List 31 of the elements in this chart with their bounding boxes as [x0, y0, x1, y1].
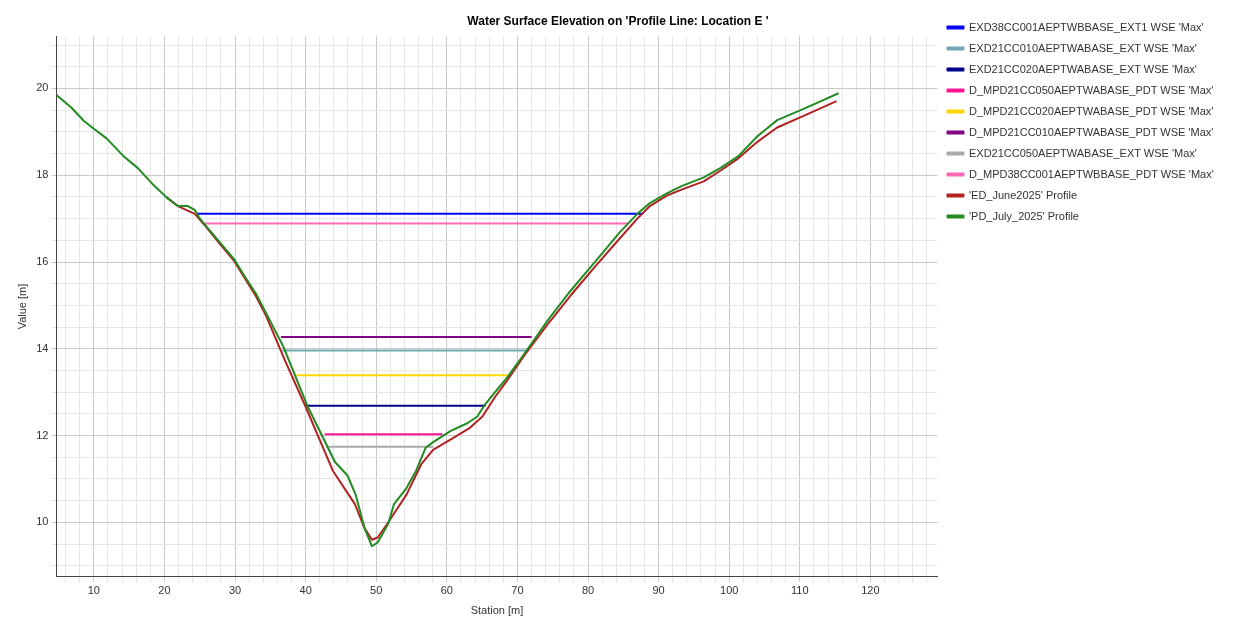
legend-label: D_MPD21CC050AEPTWABASE_PDT WSE 'Max'	[968, 83, 1214, 96]
y-tick-label: 20	[36, 81, 49, 94]
x-tick-label: 50	[370, 584, 383, 597]
x-tick-label: 60	[440, 584, 453, 597]
y-tick-label: 14	[36, 341, 49, 354]
x-tick-label: 80	[581, 584, 595, 597]
y-tick-label: 18	[36, 168, 49, 181]
x-tick-label: 100	[720, 584, 739, 597]
y-tick-label: 16	[36, 255, 49, 268]
chart-title: Water Surface Elevation on 'Profile Line: Location E '	[467, 13, 769, 28]
x-tick-label: 120	[861, 584, 880, 597]
legend-label: 'PD_July_2025' Profile	[968, 209, 1079, 222]
y-tick-label: 10	[36, 515, 49, 528]
x-tick-label: 70	[511, 584, 524, 597]
x-tick-label: 10	[87, 584, 100, 597]
x-axis-title: Station [m]	[470, 604, 524, 617]
x-tick-label: 20	[158, 584, 171, 597]
y-axis-title: Value [m]	[15, 283, 28, 330]
legend-label: EXD38CC001AEPTWBBASE_EXT1 WSE 'Max'	[968, 20, 1204, 33]
x-tick-label: 40	[299, 584, 312, 597]
legend-label: D_MPD38CC001AEPTWBBASE_PDT WSE 'Max'	[968, 167, 1214, 180]
legend-label: EXD21CC050AEPTWABASE_EXT WSE 'Max'	[968, 146, 1197, 159]
legend-label: EXD21CC010AEPTWABASE_EXT WSE 'Max'	[968, 41, 1197, 54]
legend-label: D_MPD21CC010AEPTWABASE_PDT WSE 'Max'	[968, 125, 1214, 138]
x-tick-label: 30	[228, 584, 242, 597]
x-tick-label: 110	[791, 584, 809, 597]
legend-label: D_MPD21CC020AEPTWABASE_PDT WSE 'Max'	[968, 104, 1214, 117]
y-tick-label: 12	[36, 428, 49, 441]
legend-label: EXD21CC020AEPTWABASE_EXT WSE 'Max'	[968, 62, 1197, 75]
legend-label: 'ED_June2025' Profile	[968, 188, 1078, 201]
x-tick-label: 90	[652, 584, 665, 597]
